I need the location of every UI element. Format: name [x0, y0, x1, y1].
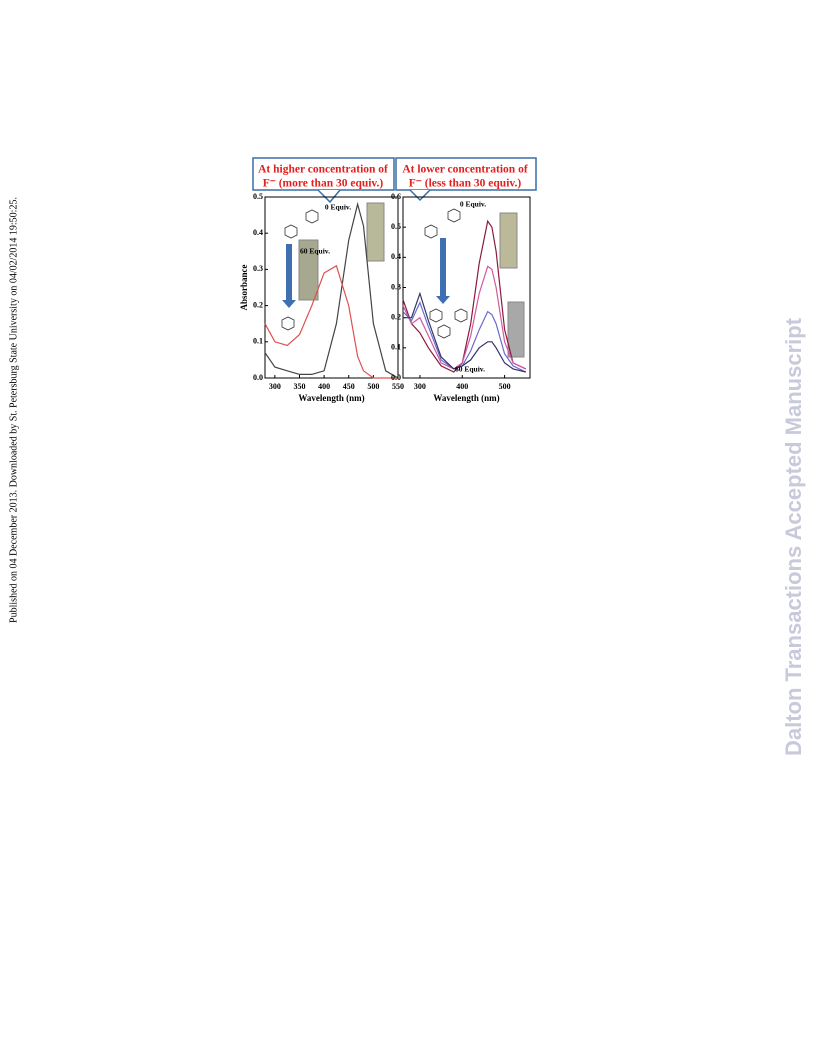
header-text: F⁻ (more than 30 equiv.) — [263, 178, 384, 190]
y-tick-label: 0.5 — [391, 222, 401, 231]
plot-frame — [264, 196, 399, 379]
spectrum-line — [403, 291, 526, 373]
x-tick-label: 500 — [499, 382, 511, 391]
header-text: At lower concentration of — [402, 164, 527, 176]
vial-image — [298, 239, 319, 301]
x-axis-label: Wavelength (nm) — [298, 393, 364, 403]
annotation: 60 Equiv. — [455, 365, 485, 374]
x-tick-label: 400 — [318, 382, 330, 391]
callout — [317, 189, 341, 204]
spectrum-line — [264, 201, 399, 379]
header-text: At higher concentration of — [258, 164, 388, 176]
spectrum-line — [402, 301, 527, 373]
header-text: F⁻ (less than 30 equiv.) — [409, 178, 522, 190]
watermark: Dalton Transactions Accepted Manuscript — [781, 317, 806, 756]
header-box — [252, 157, 395, 191]
x-tick-label: 300 — [414, 382, 426, 391]
vial-image — [366, 202, 385, 262]
header-box — [395, 157, 537, 191]
x-tick-label: 300 — [269, 382, 281, 391]
x-axis-label: Wavelength (nm) — [433, 393, 499, 403]
y-tick-label: 0.0 — [391, 373, 401, 382]
x-tick-label: 400 — [456, 382, 468, 391]
y-tick-label: 0.4 — [253, 228, 263, 237]
y-tick-label: 0.5 — [253, 192, 263, 201]
x-tick-label: 350 — [293, 382, 305, 391]
annotation: 60 Equiv. — [300, 247, 330, 256]
vial-image — [507, 301, 525, 358]
y-tick-label: 0.0 — [253, 373, 263, 382]
y-tick-label: 0.3 — [391, 282, 401, 291]
spectrum-line — [402, 265, 527, 370]
molecule-sketch — [281, 208, 468, 339]
arrow — [436, 238, 450, 304]
x-tick-label: 550 — [392, 382, 404, 391]
y-tick-label: 0.3 — [253, 264, 263, 273]
y-tick-label: 0.1 — [253, 337, 263, 346]
y-tick-label: 0.2 — [253, 300, 263, 309]
x-tick-label: 450 — [343, 382, 355, 391]
y-axis-label: Absorbance — [239, 264, 249, 310]
arrow — [282, 244, 296, 308]
y-tick-label: 0.4 — [391, 252, 401, 261]
y-tick-label: 0.6 — [391, 192, 401, 201]
annotation: 0 Equiv. — [325, 203, 351, 212]
y-tick-label: 0.2 — [391, 312, 401, 321]
callout — [409, 189, 431, 202]
side-note: Published on 04 December 2013. Downloade… — [8, 197, 19, 623]
spectrum-line — [264, 264, 398, 379]
x-tick-label: 500 — [367, 382, 379, 391]
vial-image — [499, 212, 518, 269]
spectrum-line — [402, 219, 527, 373]
y-tick-label: 0.1 — [391, 343, 401, 352]
annotation: 0 Equiv. — [460, 200, 486, 209]
